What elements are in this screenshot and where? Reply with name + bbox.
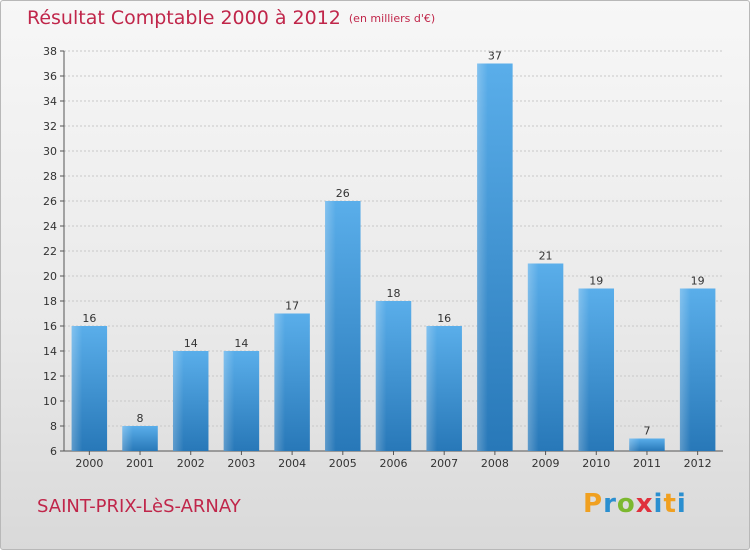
y-tick-label: 36	[43, 70, 57, 83]
y-tick-label: 18	[43, 295, 57, 308]
chart-unit: (en milliers d'€)	[348, 12, 436, 25]
value-label-2005: 26	[336, 187, 350, 200]
bar-layer: 16 8 14 14 17 26 18 16 37 21 19 7 19	[71, 50, 716, 451]
y-tick-label: 30	[43, 145, 57, 158]
x-tick-label-2010: 2010	[582, 457, 610, 470]
x-tick-label-2003: 2003	[227, 457, 255, 470]
value-label-2009: 21	[539, 250, 553, 263]
y-tick-label: 24	[43, 220, 57, 233]
x-tick-label-2004: 2004	[278, 457, 306, 470]
y-tick-label: 16	[43, 320, 57, 333]
value-label-2002: 14	[184, 337, 198, 350]
x-tick-label-2007: 2007	[430, 457, 458, 470]
bar-highlight-2012	[679, 288, 716, 451]
value-label-2003: 14	[234, 337, 248, 350]
y-tick-label: 38	[43, 45, 57, 58]
bar-highlight-2005	[325, 201, 361, 451]
bar-highlight-2004	[274, 313, 310, 451]
bar-highlight-2006	[375, 301, 412, 451]
y-tick-label: 14	[43, 345, 57, 358]
value-label-2001: 8	[137, 412, 144, 425]
y-tick-label: 28	[43, 170, 57, 183]
chart-title: Résultat Comptable 2000 à 2012 (en millie…	[27, 7, 435, 29]
y-tick-label: 34	[43, 95, 57, 108]
value-label-2010: 19	[589, 275, 603, 288]
bar-highlight-2001	[122, 426, 158, 451]
bar-highlight-2008	[477, 63, 513, 451]
y-tick-label: 32	[43, 120, 57, 133]
y-tick-label: 10	[43, 395, 57, 408]
x-tick-label-2012: 2012	[684, 457, 712, 470]
bar-highlight-2007	[426, 326, 462, 451]
y-tick-label: 8	[50, 420, 57, 433]
bar-highlight-2011	[629, 438, 665, 451]
x-tick-label-2011: 2011	[633, 457, 661, 470]
y-tick-label: 26	[43, 195, 57, 208]
y-tick-label: 12	[43, 370, 57, 383]
chart-title-text: Résultat Comptable 2000 à 2012	[27, 7, 341, 29]
bar-highlight-2000	[71, 326, 108, 451]
value-label-2008: 37	[488, 50, 502, 63]
value-label-2006: 18	[387, 287, 401, 300]
bar-highlight-2010	[578, 288, 615, 451]
bar-highlight-2002	[172, 351, 209, 451]
x-tick-label-2001: 2001	[126, 457, 154, 470]
commune-name: SAINT-PRIX-LèS-ARNAY	[37, 496, 241, 517]
y-tick-label: 6	[50, 445, 57, 458]
x-tick-label-2002: 2002	[177, 457, 205, 470]
y-tick-label: 22	[43, 245, 57, 258]
y-tick-label: 20	[43, 270, 57, 283]
value-label-2004: 17	[285, 300, 299, 313]
value-label-2000: 16	[82, 312, 96, 325]
proxiti-logo[interactable]: Proxiti	[583, 489, 687, 519]
value-label-2007: 16	[437, 312, 451, 325]
bar-highlight-2003	[223, 351, 260, 451]
value-label-2011: 7	[643, 425, 650, 438]
x-tick-label-2005: 2005	[329, 457, 357, 470]
x-tick-label-2006: 2006	[380, 457, 408, 470]
x-tick-label-2000: 2000	[75, 457, 103, 470]
bar-highlight-2009	[527, 263, 564, 451]
x-tick-label-2009: 2009	[532, 457, 560, 470]
x-tick-label-2008: 2008	[481, 457, 509, 470]
value-label-2012: 19	[691, 275, 705, 288]
